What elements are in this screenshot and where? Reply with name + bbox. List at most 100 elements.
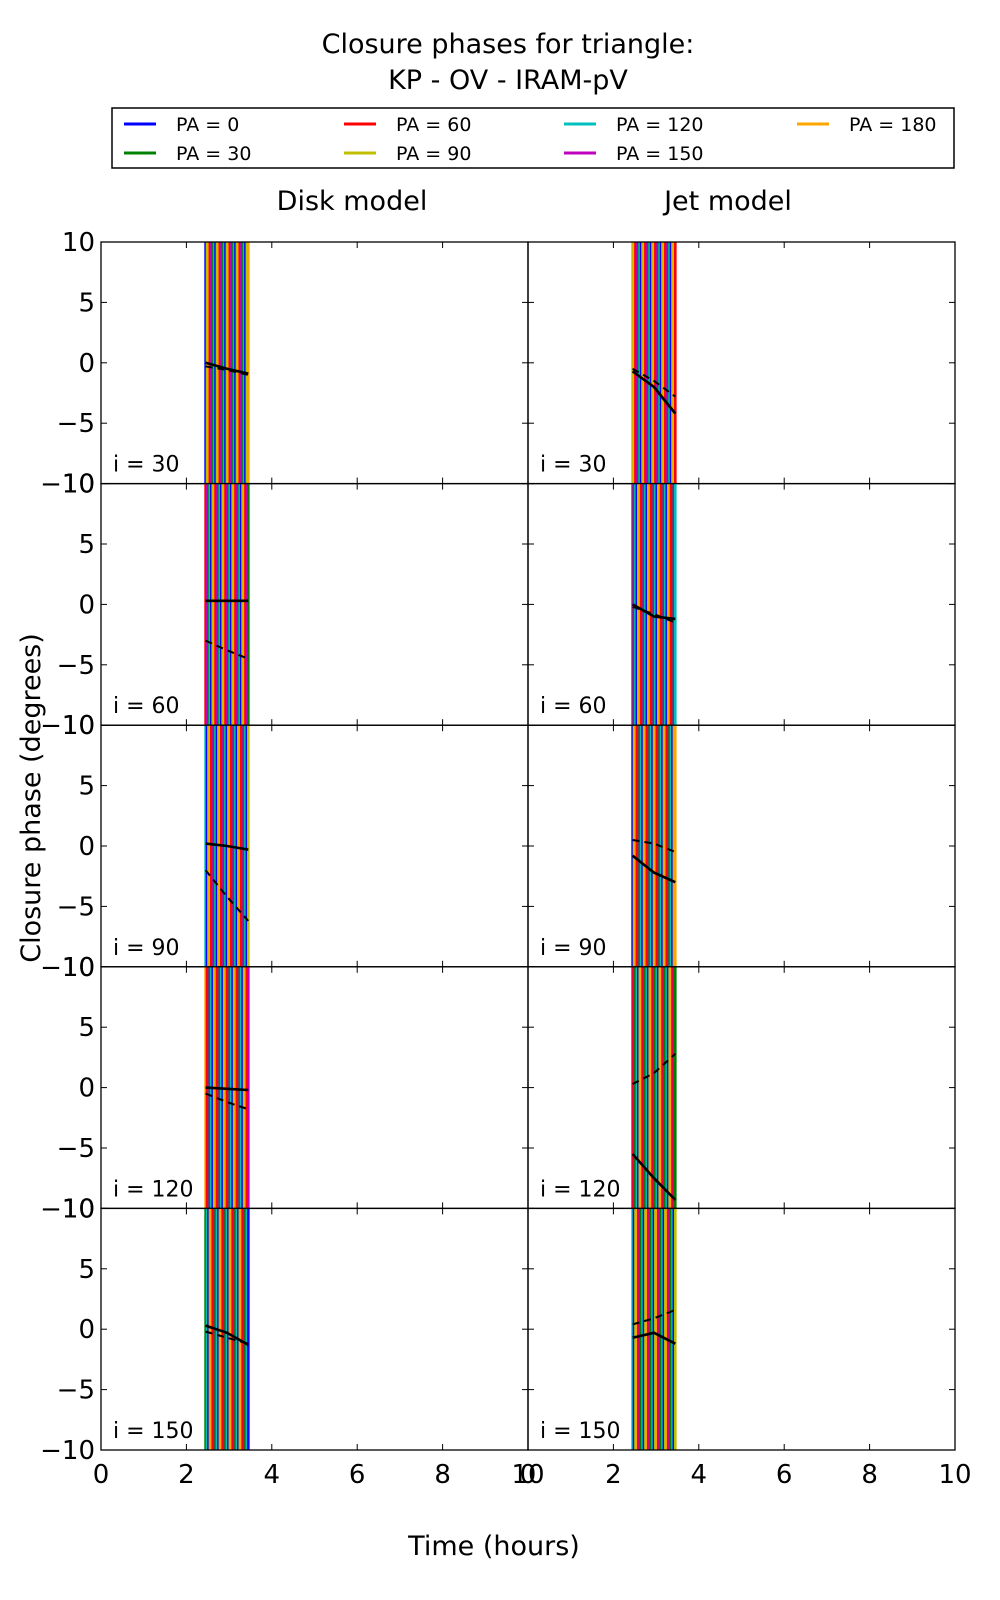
y-tick-label: −5 — [57, 892, 95, 922]
y-tick-label: −5 — [57, 1134, 95, 1164]
inclination-label: i = 30 — [540, 453, 607, 478]
legend-label-pa-60: PA = 60 — [396, 114, 471, 136]
panel-jet-model-i-150: i = 150 — [527, 1207, 956, 1451]
inclination-label: i = 30 — [113, 453, 180, 478]
inclination-label: i = 150 — [540, 1419, 621, 1444]
closure-phase-curve-solid — [631, 603, 676, 621]
y-tick-label: 5 — [78, 1013, 95, 1043]
closure-phase-curve-solid — [205, 1324, 249, 1347]
panel-jet-model-i-120: i = 120 — [527, 966, 956, 1210]
closure-phase-curve-solid — [631, 854, 676, 884]
x-tick-label: 0 — [93, 1460, 110, 1490]
y-tick-label: 0 — [78, 349, 95, 379]
y-tick-label: 5 — [78, 530, 95, 560]
closure-phase-curve-dashed — [205, 639, 249, 660]
panel-frame — [527, 241, 956, 485]
legend-label-pa-0: PA = 0 — [176, 114, 239, 136]
chart-title-line2: KP - OV - IRAM-pV — [388, 65, 628, 96]
legend-box — [111, 107, 955, 169]
y-tick-label: −10 — [40, 1194, 95, 1224]
legend-label-pa-90: PA = 90 — [396, 143, 471, 165]
panel-frame — [527, 966, 956, 1210]
closure-phase-curve-solid — [205, 361, 249, 375]
x-tick-label: 0 — [520, 1460, 537, 1490]
x-tick-label: 2 — [178, 1460, 195, 1490]
closure-phase-curve-solid — [205, 1086, 249, 1092]
closure-phase-curve-solid — [632, 1331, 676, 1345]
x-tick-label: 10 — [511, 1460, 544, 1490]
closure-phase-curve-dashed — [632, 605, 676, 624]
closure-phase-curve-dashed — [205, 1092, 249, 1111]
y-tick-label: 0 — [78, 832, 95, 862]
y-tick-label: 10 — [62, 470, 95, 500]
panel-disk-model-i-150: i = 150 — [100, 1207, 529, 1451]
legend: PA = 0 PA = 30 PA = 60 PA = 90 PA = 120 PA = … — [111, 107, 955, 169]
y-tick-label: −5 — [57, 409, 95, 439]
inclination-label: i = 120 — [540, 1177, 621, 1202]
x-tick-label: 8 — [434, 1460, 451, 1490]
closure-phase-curve-solid — [205, 842, 249, 851]
panel-frame — [527, 724, 956, 968]
panel-disk-model-i-60: i = 60 — [100, 482, 529, 726]
panel-frame — [100, 482, 529, 726]
legend-label-pa-30: PA = 30 — [176, 143, 251, 165]
y-tick-label: −10 — [40, 711, 95, 741]
x-tick-label: 4 — [264, 1460, 281, 1490]
y-axis-label: Closure phase (degrees) — [16, 633, 47, 963]
y-tick-label: −10 — [40, 953, 95, 983]
panels: i = 30 i = 60 i = 90 i = 120 i = 150 i = 30 i … — [100, 241, 956, 1451]
panel-disk-model-i-90: i = 90 — [100, 724, 529, 968]
legend-label-pa-180: PA = 180 — [849, 114, 937, 136]
x-tick-label: 6 — [776, 1460, 793, 1490]
x-tick-label: 2 — [605, 1460, 622, 1490]
closure-phase-curve-solid — [631, 1153, 677, 1201]
y-tick-label: 10 — [62, 228, 95, 258]
column-label-jet: Jet model — [662, 186, 792, 217]
y-tick-label: 10 — [62, 953, 95, 983]
y-tick-label: 0 — [78, 1074, 95, 1104]
inclination-label: i = 60 — [540, 694, 607, 719]
y-tick-label: −5 — [57, 1376, 95, 1406]
inclination-label: i = 90 — [540, 936, 607, 961]
y-tick-label: 5 — [78, 288, 95, 318]
closure-phase-curve-dashed — [632, 1308, 676, 1326]
y-tick-label: 0 — [78, 1315, 95, 1345]
inclination-label: i = 150 — [113, 1419, 194, 1444]
panel-frame — [100, 724, 529, 968]
x-tick-label: 4 — [691, 1460, 708, 1490]
inclination-label: i = 90 — [113, 936, 180, 961]
y-tick-label: −5 — [57, 651, 95, 681]
panel-frame — [100, 1207, 529, 1451]
panel-jet-model-i-60: i = 60 — [527, 482, 956, 726]
closure-phase-curve-dashed — [632, 367, 676, 398]
y-tick-label: 0 — [78, 590, 95, 620]
y-tick-label: 10 — [62, 1194, 95, 1224]
panel-disk-model-i-120: i = 120 — [100, 966, 529, 1210]
closure-phase-curve-dashed — [632, 1053, 676, 1085]
inclination-label: i = 60 — [113, 694, 180, 719]
x-tick-label: 6 — [349, 1460, 366, 1490]
tick-labels: −10−50510−10−50510−10−50510−10−50510−10−… — [40, 228, 971, 1490]
x-tick-label: 10 — [938, 1460, 971, 1490]
x-tick-label: 8 — [861, 1460, 878, 1490]
panel-frame — [527, 1207, 956, 1451]
closure-phase-curve-solid — [631, 370, 677, 415]
panel-jet-model-i-90: i = 90 — [527, 724, 956, 968]
y-tick-label: −10 — [40, 470, 95, 500]
panel-frame — [100, 241, 529, 485]
panel-frame — [100, 966, 529, 1210]
chart-title-line1: Closure phases for triangle: — [322, 29, 695, 60]
y-tick-label: −10 — [40, 1436, 95, 1466]
panel-disk-model-i-30: i = 30 — [100, 241, 529, 485]
y-tick-label: 5 — [78, 772, 95, 802]
inclination-label: i = 120 — [113, 1177, 194, 1202]
x-axis-label: Time (hours) — [407, 1531, 580, 1562]
y-tick-label: 10 — [62, 711, 95, 741]
panel-frame — [527, 482, 956, 726]
panel-jet-model-i-30: i = 30 — [527, 241, 956, 485]
y-tick-label: 5 — [78, 1255, 95, 1285]
legend-label-pa-120: PA = 120 — [616, 114, 704, 136]
closure-phase-curve-dashed — [632, 839, 676, 853]
column-label-disk: Disk model — [277, 186, 428, 217]
